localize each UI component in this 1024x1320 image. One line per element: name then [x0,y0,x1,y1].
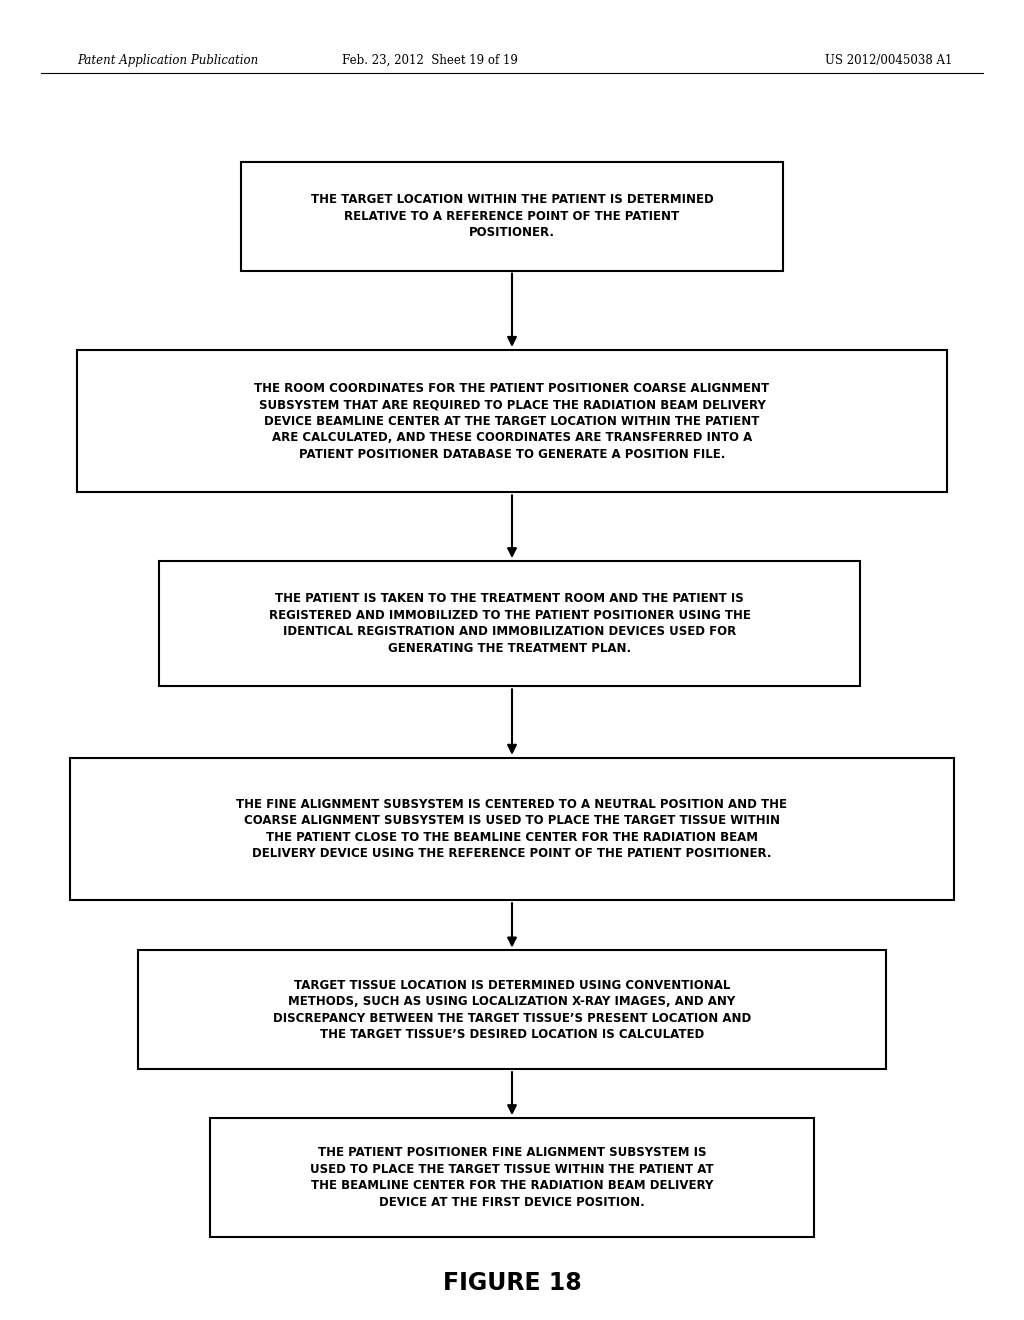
Bar [70,758,954,900]
Text: THE ROOM COORDINATES FOR THE PATIENT POSITIONER COARSE ALIGNMENT
SUBSYSTEM THAT : THE ROOM COORDINATES FOR THE PATIENT POS… [254,381,770,461]
Text: Feb. 23, 2012  Sheet 19 of 19: Feb. 23, 2012 Sheet 19 of 19 [342,54,518,67]
Text: THE PATIENT POSITIONER FINE ALIGNMENT SUBSYSTEM IS
USED TO PLACE THE TARGET TISS: THE PATIENT POSITIONER FINE ALIGNMENT SU… [310,1146,714,1209]
Bar [138,950,886,1069]
Text: THE TARGET LOCATION WITHIN THE PATIENT IS DETERMINED
RELATIVE TO A REFERENCE POI: THE TARGET LOCATION WITHIN THE PATIENT I… [310,194,714,239]
Bar [77,350,947,492]
Text: US 2012/0045038 A1: US 2012/0045038 A1 [825,54,952,67]
Text: THE PATIENT IS TAKEN TO THE TREATMENT ROOM AND THE PATIENT IS
REGISTERED AND IMM: THE PATIENT IS TAKEN TO THE TREATMENT RO… [268,593,751,655]
Bar [159,561,860,686]
Bar [210,1118,814,1237]
Text: TARGET TISSUE LOCATION IS DETERMINED USING CONVENTIONAL
METHODS, SUCH AS USING L: TARGET TISSUE LOCATION IS DETERMINED USI… [272,978,752,1041]
Text: Patent Application Publication: Patent Application Publication [77,54,258,67]
Text: FIGURE 18: FIGURE 18 [442,1271,582,1295]
Text: THE FINE ALIGNMENT SUBSYSTEM IS CENTERED TO A NEUTRAL POSITION AND THE
COARSE AL: THE FINE ALIGNMENT SUBSYSTEM IS CENTERED… [237,797,787,861]
Bar [241,162,783,271]
